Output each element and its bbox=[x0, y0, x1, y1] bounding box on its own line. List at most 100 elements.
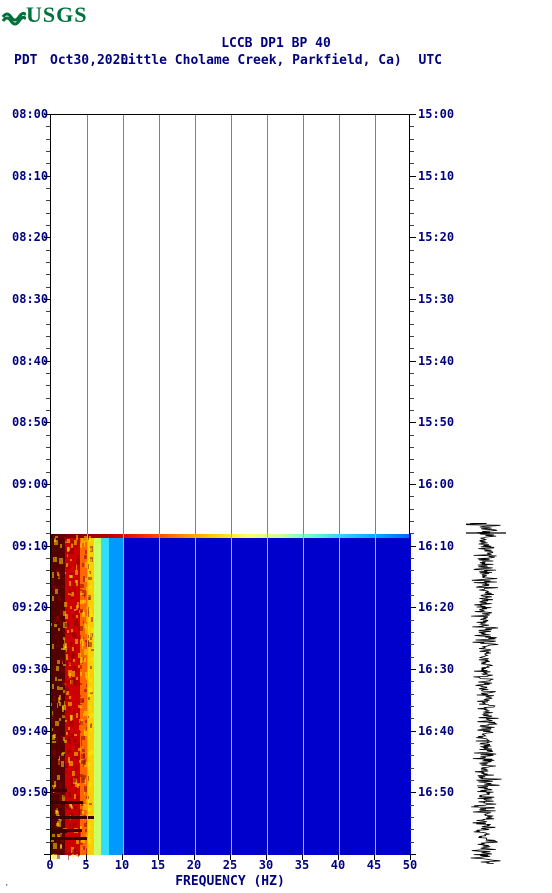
y-tick-mark-right bbox=[410, 595, 414, 596]
y-tick-label-right: 16:20 bbox=[418, 600, 454, 614]
y-tick-label-right: 15:40 bbox=[418, 354, 454, 368]
y-tick-mark-right bbox=[410, 521, 414, 522]
y-tick-mark-left bbox=[46, 447, 50, 448]
y-tick-mark-left bbox=[46, 311, 50, 312]
y-tick-label-left: 08:50 bbox=[12, 415, 48, 429]
onset-strip bbox=[51, 534, 409, 538]
y-tick-mark-left bbox=[44, 854, 50, 855]
y-tick-mark-right bbox=[410, 583, 414, 584]
y-tick-mark-right bbox=[410, 398, 414, 399]
utc-label: UTC bbox=[419, 53, 442, 68]
y-tick-label-right: 15:50 bbox=[418, 415, 454, 429]
x-tick-label: 50 bbox=[403, 858, 417, 872]
y-tick-mark-left bbox=[46, 410, 50, 411]
y-tick-mark-right bbox=[410, 163, 414, 164]
y-tick-mark-right bbox=[410, 620, 414, 621]
y-tick-mark-right bbox=[410, 533, 414, 534]
y-tick-mark-left bbox=[46, 533, 50, 534]
y-tick-mark-right bbox=[410, 681, 414, 682]
y-tick-mark-left bbox=[46, 139, 50, 140]
y-tick-label-right: 16:30 bbox=[418, 662, 454, 676]
y-tick-mark-right bbox=[410, 274, 414, 275]
x-tick-label: 25 bbox=[223, 858, 237, 872]
location-label: Little Cholame Creek, Parkfield, Ca) bbox=[120, 53, 402, 68]
y-tick-mark-left bbox=[46, 743, 50, 744]
y-tick-mark-left bbox=[46, 829, 50, 830]
y-tick-mark-right bbox=[410, 780, 414, 781]
y-tick-mark-right bbox=[410, 250, 414, 251]
y-tick-mark-right bbox=[410, 570, 414, 571]
y-tick-mark-right bbox=[410, 509, 414, 510]
y-tick-mark-right bbox=[410, 694, 414, 695]
x-tick-label: 30 bbox=[259, 858, 273, 872]
y-tick-label-right: 15:20 bbox=[418, 230, 454, 244]
y-tick-mark-right bbox=[410, 657, 414, 658]
x-tick-label: 45 bbox=[367, 858, 381, 872]
y-tick-mark-right bbox=[410, 644, 414, 645]
y-tick-mark-right bbox=[410, 768, 414, 769]
y-tick-mark-right bbox=[410, 336, 414, 337]
x-tick-label: 5 bbox=[82, 858, 89, 872]
y-tick-mark-right bbox=[410, 324, 414, 325]
spectro-band bbox=[101, 534, 108, 855]
y-tick-mark-right bbox=[410, 854, 416, 855]
y-tick-label-left: 09:40 bbox=[12, 724, 48, 738]
y-tick-mark-right bbox=[410, 743, 414, 744]
y-tick-mark-right bbox=[410, 348, 414, 349]
chart-title: LCCB DP1 BP 40 bbox=[0, 36, 552, 51]
footer-mark: · bbox=[4, 881, 9, 891]
y-tick-label-left: 08:30 bbox=[12, 292, 48, 306]
y-tick-mark-right bbox=[410, 829, 414, 830]
x-axis-label: FREQUENCY (HZ) bbox=[50, 874, 410, 889]
y-tick-mark-left bbox=[46, 385, 50, 386]
y-tick-mark-right bbox=[410, 200, 414, 201]
y-tick-mark-left bbox=[46, 583, 50, 584]
plot-area bbox=[50, 114, 410, 854]
y-tick-mark-left bbox=[46, 595, 50, 596]
y-tick-mark-right bbox=[410, 484, 416, 485]
spectrogram-region bbox=[51, 534, 409, 855]
y-tick-mark-right bbox=[410, 176, 416, 177]
y-tick-mark-left bbox=[46, 558, 50, 559]
y-tick-mark-right bbox=[410, 410, 414, 411]
y-tick-mark-right bbox=[410, 299, 416, 300]
y-tick-mark-left bbox=[46, 435, 50, 436]
y-tick-label-right: 15:30 bbox=[418, 292, 454, 306]
usgs-logo: USGS bbox=[2, 2, 87, 28]
y-tick-mark-left bbox=[46, 213, 50, 214]
y-tick-mark-left bbox=[46, 521, 50, 522]
y-tick-mark-right bbox=[410, 755, 414, 756]
y-tick-mark-right bbox=[410, 805, 414, 806]
x-tick-label: 15 bbox=[151, 858, 165, 872]
y-tick-mark-right bbox=[410, 311, 414, 312]
y-tick-mark-right bbox=[410, 151, 414, 152]
y-tick-mark-left bbox=[46, 126, 50, 127]
y-tick-label-right: 15:00 bbox=[418, 107, 454, 121]
y-tick-mark-left bbox=[46, 805, 50, 806]
y-tick-mark-right bbox=[410, 373, 414, 374]
date-label: Oct30,2020 bbox=[50, 53, 128, 68]
y-tick-mark-left bbox=[46, 817, 50, 818]
x-tick-label: 40 bbox=[331, 858, 345, 872]
y-tick-mark-left bbox=[46, 324, 50, 325]
y-tick-mark-left bbox=[46, 200, 50, 201]
y-tick-mark-left bbox=[46, 151, 50, 152]
y-tick-mark-left bbox=[46, 842, 50, 843]
y-tick-mark-right bbox=[410, 472, 414, 473]
spectrogram-chart: LCCB DP1 BP 40 PDT Oct30,2020 Little Cho… bbox=[0, 30, 552, 71]
y-tick-mark-right bbox=[410, 188, 414, 189]
y-tick-label-right: 16:00 bbox=[418, 477, 454, 491]
y-tick-mark-right bbox=[410, 632, 414, 633]
y-tick-mark-right bbox=[410, 459, 414, 460]
y-tick-mark-left bbox=[46, 250, 50, 251]
y-tick-mark-left bbox=[46, 706, 50, 707]
y-tick-mark-left bbox=[46, 570, 50, 571]
y-tick-mark-left bbox=[46, 287, 50, 288]
y-tick-mark-left bbox=[46, 755, 50, 756]
y-tick-mark-right bbox=[410, 126, 414, 127]
y-tick-mark-left bbox=[46, 398, 50, 399]
x-tick-label: 10 bbox=[115, 858, 129, 872]
y-tick-mark-right bbox=[410, 287, 414, 288]
y-tick-mark-right bbox=[410, 607, 416, 608]
y-tick-mark-right bbox=[410, 706, 414, 707]
